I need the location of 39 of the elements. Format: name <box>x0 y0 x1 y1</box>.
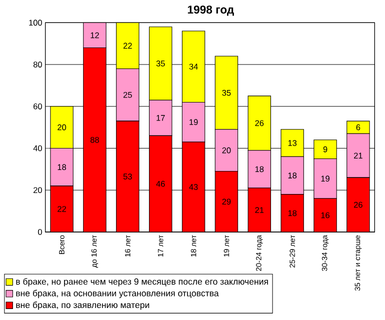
data-label: 35 <box>156 60 165 66</box>
data-label: 34 <box>189 64 198 70</box>
data-label: 18 <box>58 164 66 170</box>
legend-label: в браке, но ранее чем через 9 месяцев после его заключения <box>16 278 268 286</box>
data-label: 19 <box>190 119 198 126</box>
data-label: 88 <box>90 136 99 143</box>
data-label: 17 <box>156 115 165 121</box>
data-label: 26 <box>255 120 264 126</box>
data-label: 53 <box>123 174 132 180</box>
legend-label: вне брака, на основании установления отцовства <box>16 290 219 298</box>
data-label: 19 <box>321 176 330 182</box>
data-label: 18 <box>288 172 297 178</box>
chart-title: 1998 год <box>188 6 234 16</box>
data-label: 9 <box>323 146 328 152</box>
data-label: 13 <box>288 140 297 146</box>
y-tick-label: 80 <box>33 62 42 68</box>
data-label: 21 <box>255 207 264 213</box>
data-label: 20 <box>222 147 231 154</box>
data-label: 20 <box>58 124 66 130</box>
data-label: 22 <box>123 42 132 49</box>
data-label: 46 <box>156 180 165 187</box>
y-tick-label: 0 <box>38 229 42 235</box>
data-label: 12 <box>90 32 99 38</box>
data-label: 22 <box>58 206 66 212</box>
data-label: 43 <box>189 184 198 190</box>
y-tick-label: 20 <box>34 187 42 194</box>
y-tick-label: 60 <box>34 103 42 110</box>
data-label: 29 <box>222 198 231 205</box>
data-label: 21 <box>354 152 362 158</box>
data-label: 25 <box>123 92 132 98</box>
data-label: 16 <box>321 212 330 218</box>
legend-label: вне брака, по заявлению матери <box>16 302 150 310</box>
data-label: 26 <box>354 202 362 208</box>
y-tick-label: 100 <box>29 20 42 26</box>
data-label: 6 <box>356 124 360 130</box>
data-label: 18 <box>288 210 297 216</box>
data-label: 18 <box>255 166 264 172</box>
data-label: 35 <box>222 90 231 96</box>
y-tick-label: 40 <box>33 145 42 152</box>
